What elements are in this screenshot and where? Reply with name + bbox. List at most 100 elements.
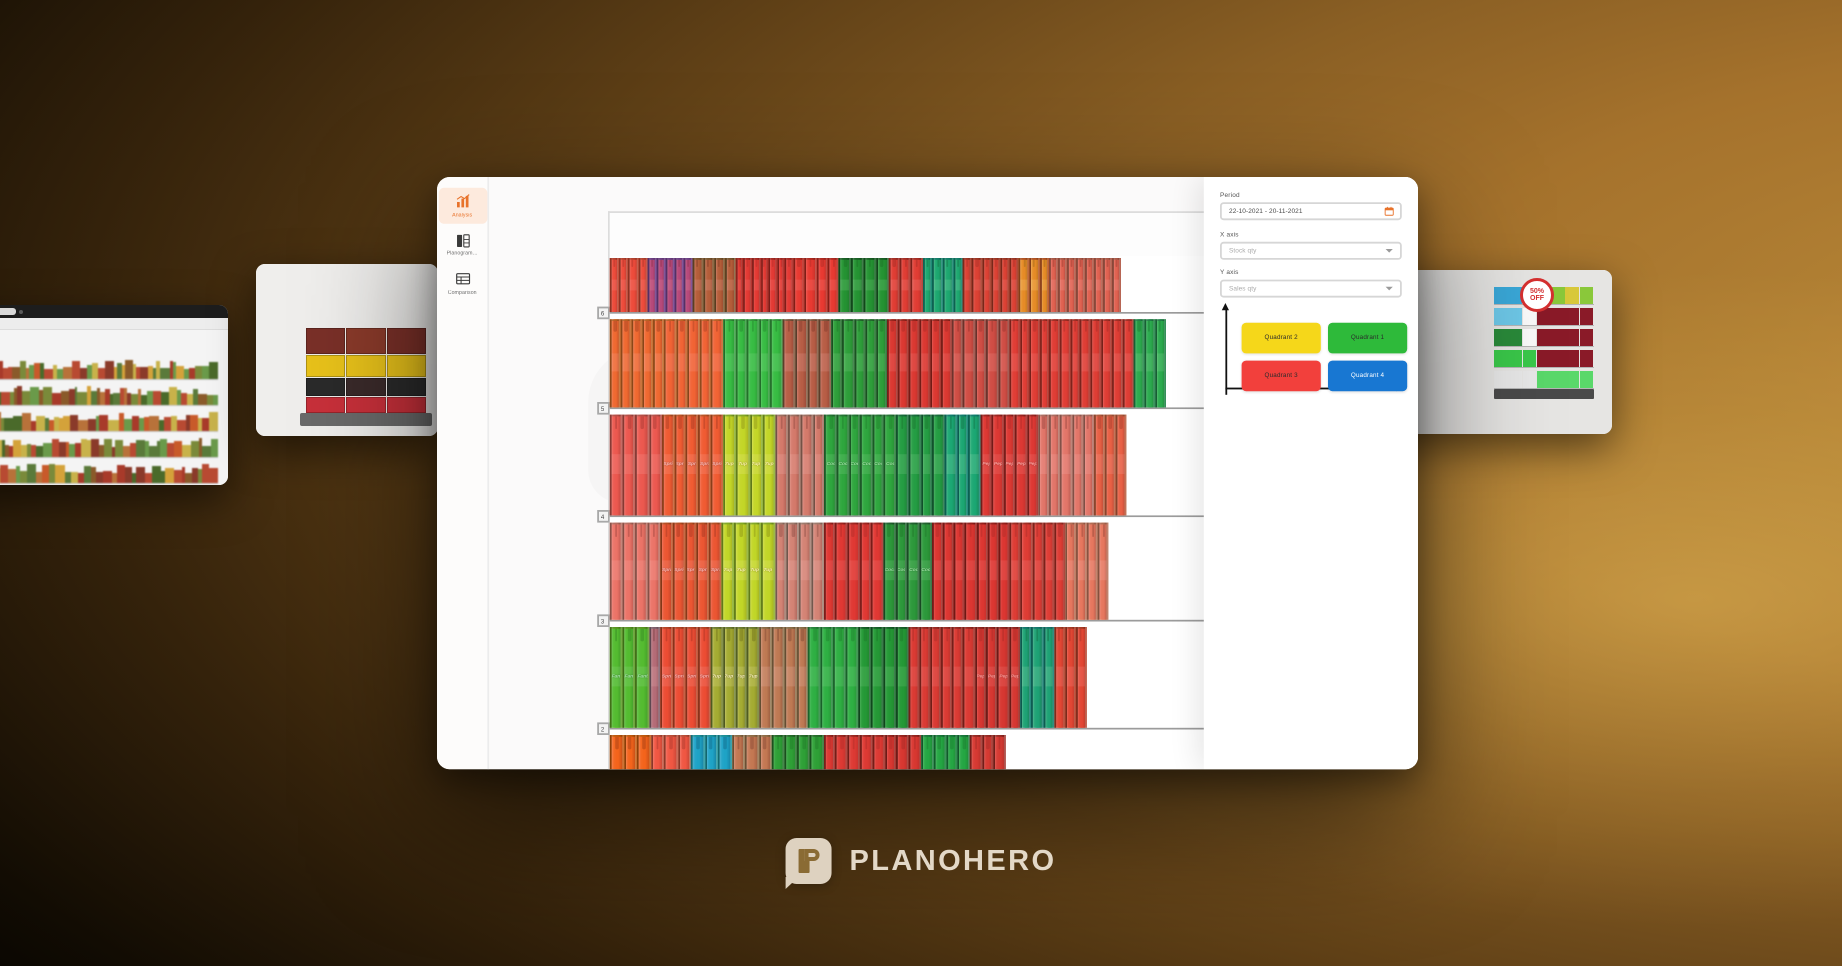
product-facing[interactable]: [811, 523, 823, 620]
product-facing[interactable]: [1144, 319, 1154, 407]
product-group[interactable]: [610, 409, 662, 515]
product-facing[interactable]: [610, 319, 621, 407]
product-group[interactable]: [1065, 517, 1108, 620]
product-facing[interactable]: [759, 319, 771, 407]
product-facing[interactable]: [610, 415, 623, 516]
product-facing[interactable]: Sprite: [686, 415, 698, 516]
product-facing[interactable]: [834, 627, 847, 728]
product-facing[interactable]: 7up: [691, 735, 705, 769]
product-facing[interactable]: [636, 415, 649, 516]
product-facing[interactable]: [623, 415, 636, 516]
product-facing[interactable]: [807, 319, 819, 407]
product-facing[interactable]: [800, 415, 812, 516]
product-group[interactable]: 7up 7up 7up 7up: [721, 517, 774, 620]
product-group[interactable]: 7up 7up 7up 7up: [711, 622, 760, 728]
product-group[interactable]: [888, 256, 923, 312]
product-facing[interactable]: [1040, 319, 1050, 407]
product-facing[interactable]: [688, 319, 700, 407]
product-facing[interactable]: [896, 415, 908, 516]
product-facing[interactable]: [1087, 523, 1098, 620]
product-facing[interactable]: Sprite: [685, 523, 697, 620]
product-group[interactable]: [793, 256, 839, 312]
product-facing[interactable]: [622, 523, 635, 620]
product-facing[interactable]: [772, 627, 784, 728]
product-facing[interactable]: [859, 523, 871, 620]
product-facing[interactable]: Coca-Cola: [810, 735, 823, 769]
product-facing[interactable]: [795, 319, 807, 407]
product-facing[interactable]: Sprite: [697, 523, 709, 620]
product-group[interactable]: [664, 314, 723, 408]
product-facing[interactable]: [1155, 319, 1165, 407]
product-facing[interactable]: [771, 319, 783, 407]
product-group[interactable]: [923, 256, 963, 312]
product-group[interactable]: [610, 314, 664, 408]
product-group[interactable]: SpriteSpriteSpriteSpriteSprite: [662, 409, 723, 515]
product-facing[interactable]: [946, 735, 958, 769]
thumbnail-planogram-overview[interactable]: [0, 305, 228, 485]
product-facing[interactable]: Coca-Cola: [895, 523, 907, 620]
product-group[interactable]: [908, 622, 975, 728]
product-facing[interactable]: [933, 258, 943, 312]
product-facing[interactable]: [784, 627, 796, 728]
product-group[interactable]: [831, 314, 887, 408]
product-facing[interactable]: [1010, 258, 1019, 312]
product-facing[interactable]: [986, 319, 998, 407]
product-facing[interactable]: [1021, 523, 1032, 620]
product-facing[interactable]: [735, 258, 743, 312]
product-facing[interactable]: [619, 258, 628, 312]
product-facing[interactable]: Sprite: [662, 415, 674, 516]
product-facing[interactable]: [649, 627, 661, 728]
product-group[interactable]: [859, 622, 908, 728]
product-facing[interactable]: [885, 735, 897, 769]
product-group[interactable]: [1038, 409, 1094, 515]
product-facing[interactable]: [965, 523, 976, 620]
product-facing[interactable]: [958, 735, 970, 769]
sidebar-item-comparison[interactable]: Comparison: [438, 266, 487, 301]
product-facing[interactable]: [758, 735, 771, 769]
product-group[interactable]: [945, 409, 981, 515]
product-facing[interactable]: [1083, 415, 1094, 516]
product-facing[interactable]: [1076, 258, 1085, 312]
product-facing[interactable]: [699, 319, 711, 407]
quadrant-q4[interactable]: Quadrant 4: [1328, 360, 1407, 391]
product-facing[interactable]: Pepsi: [994, 735, 1006, 769]
product-facing[interactable]: [1112, 258, 1121, 312]
product-facing[interactable]: [835, 523, 847, 620]
product-facing[interactable]: 7up: [723, 627, 735, 728]
product-facing[interactable]: [1134, 319, 1144, 407]
calendar-icon[interactable]: [1383, 206, 1394, 217]
product-facing[interactable]: [1065, 523, 1076, 620]
product-facing[interactable]: [871, 627, 883, 728]
product-facing[interactable]: [876, 258, 888, 312]
product-facing[interactable]: [752, 258, 760, 312]
product-facing[interactable]: Sprite: [660, 523, 672, 620]
product-facing[interactable]: [1094, 415, 1105, 516]
product-group[interactable]: [1009, 314, 1079, 408]
product-facing[interactable]: [824, 523, 836, 620]
product-facing[interactable]: [991, 258, 1000, 312]
product-facing[interactable]: [799, 523, 811, 620]
product-facing[interactable]: [1105, 415, 1116, 516]
x-axis-select[interactable]: Stock qty: [1220, 241, 1402, 259]
product-facing[interactable]: Fanta: [623, 735, 637, 769]
thumbnail-promo-display[interactable]: [256, 264, 438, 436]
product-facing[interactable]: [787, 523, 799, 620]
product-facing[interactable]: [982, 258, 991, 312]
product-group[interactable]: [1019, 256, 1049, 312]
product-facing[interactable]: [1070, 319, 1080, 407]
product-facing[interactable]: [930, 627, 941, 728]
quadrant-q2[interactable]: Quadrant 2: [1242, 322, 1321, 353]
product-facing[interactable]: Pepsi: [1027, 415, 1039, 516]
product-facing[interactable]: [703, 258, 714, 312]
product-facing[interactable]: [952, 627, 963, 728]
product-facing[interactable]: 7up: [735, 523, 748, 620]
product-facing[interactable]: [921, 415, 933, 516]
product-facing[interactable]: [610, 258, 619, 312]
product-facing[interactable]: [782, 319, 794, 407]
product-facing[interactable]: [865, 319, 876, 407]
product-facing[interactable]: [909, 735, 921, 769]
product-facing[interactable]: [909, 319, 920, 407]
product-facing[interactable]: Pepsi: [981, 415, 993, 516]
product-facing[interactable]: [828, 258, 840, 312]
product-facing[interactable]: Pepsi: [970, 735, 982, 769]
